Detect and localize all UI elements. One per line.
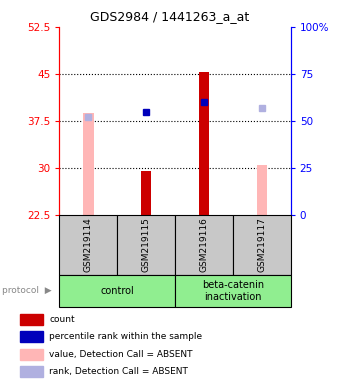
Text: GSM219117: GSM219117	[257, 217, 266, 272]
Bar	[141, 171, 151, 215]
Text: value, Detection Call = ABSENT: value, Detection Call = ABSENT	[49, 350, 193, 359]
Bar	[20, 366, 43, 377]
Text: GSM219115: GSM219115	[142, 217, 151, 272]
Text: count: count	[49, 315, 75, 324]
Bar	[175, 275, 291, 307]
Bar	[59, 275, 175, 307]
Text: protocol  ▶: protocol ▶	[2, 286, 51, 295]
Bar	[117, 215, 175, 275]
Text: percentile rank within the sample: percentile rank within the sample	[49, 333, 203, 341]
Text: GSM219114: GSM219114	[84, 217, 93, 272]
Bar	[59, 215, 117, 275]
Bar	[83, 113, 94, 215]
Bar	[20, 331, 43, 343]
Bar	[233, 215, 291, 275]
Bar	[199, 72, 209, 215]
Text: GSM219116: GSM219116	[200, 217, 208, 272]
Text: rank, Detection Call = ABSENT: rank, Detection Call = ABSENT	[49, 367, 188, 376]
Bar	[175, 215, 233, 275]
Text: GDS2984 / 1441263_a_at: GDS2984 / 1441263_a_at	[90, 10, 250, 23]
Bar	[257, 165, 267, 215]
Bar	[20, 349, 43, 360]
Text: control: control	[100, 286, 134, 296]
Bar	[20, 314, 43, 325]
Text: beta-catenin
inactivation: beta-catenin inactivation	[202, 280, 264, 302]
